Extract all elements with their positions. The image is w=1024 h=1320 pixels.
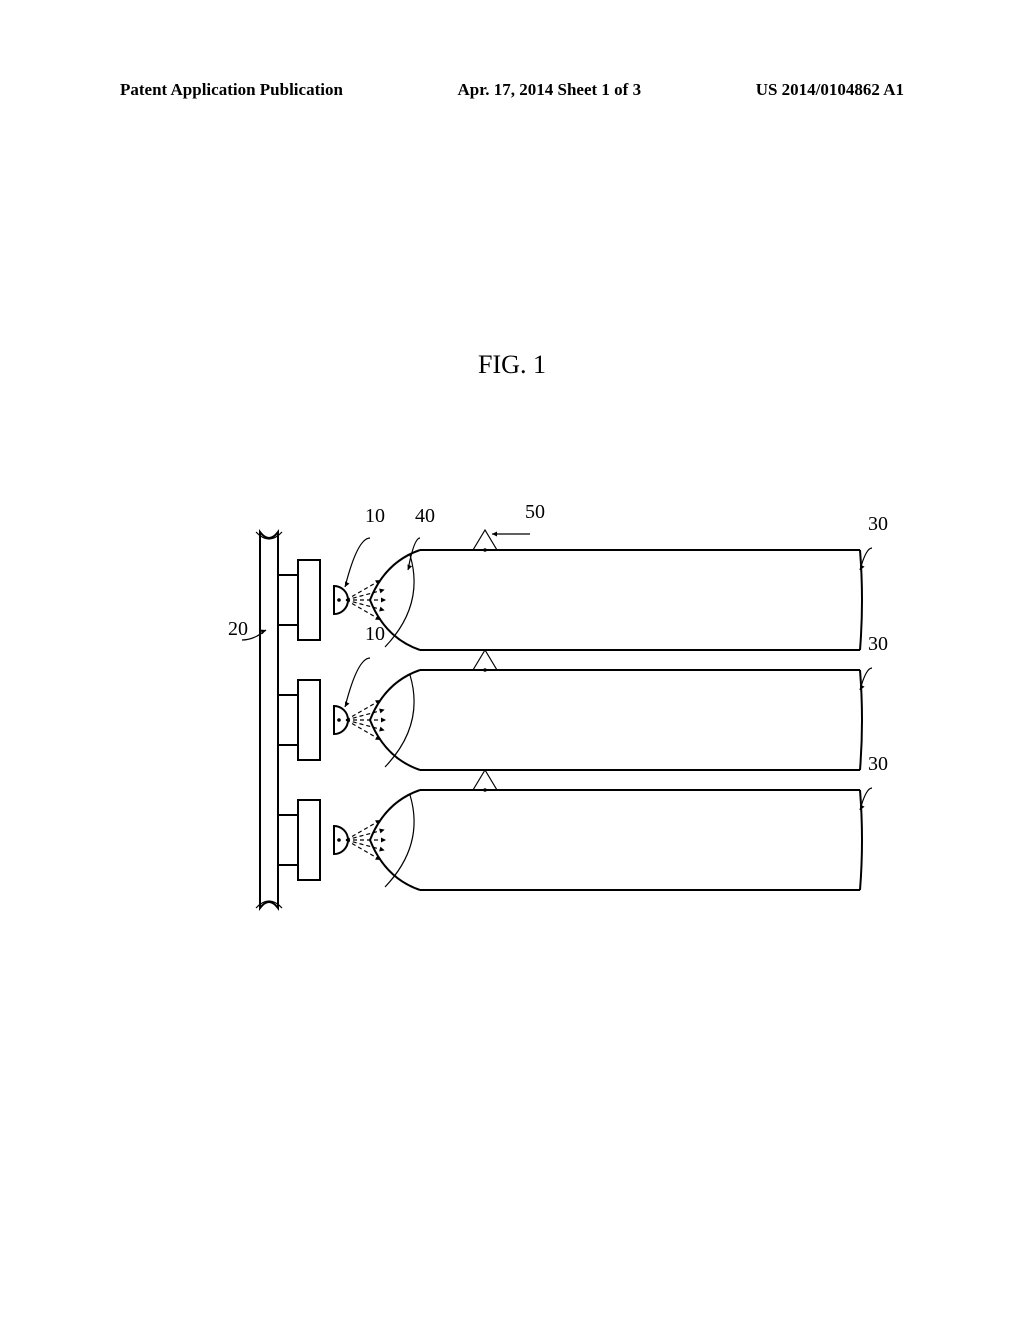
svg-text:30: 30 (868, 513, 888, 535)
svg-text:20: 20 (228, 618, 248, 640)
header-left: Patent Application Publication (120, 80, 343, 100)
figure-title: FIG. 1 (0, 350, 1024, 380)
header-right: US 2014/0104862 A1 (756, 80, 904, 100)
svg-text:50: 50 (525, 501, 545, 523)
page-header: Patent Application Publication Apr. 17, … (0, 80, 1024, 100)
svg-text:30: 30 (868, 753, 888, 775)
patent-diagram: 10 40 50 30 20 10 30 30 (210, 490, 950, 950)
svg-text:40: 40 (415, 505, 435, 527)
svg-text:30: 30 (868, 633, 888, 655)
svg-text:10: 10 (365, 623, 385, 645)
header-center: Apr. 17, 2014 Sheet 1 of 3 (458, 80, 642, 100)
svg-text:10: 10 (365, 505, 385, 527)
